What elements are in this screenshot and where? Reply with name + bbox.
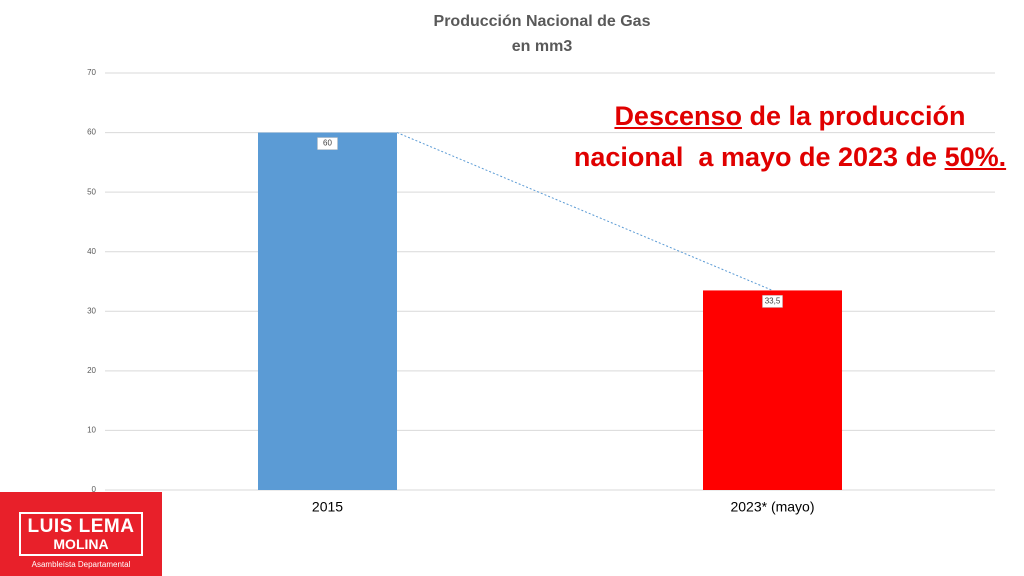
logo-name: LUIS LEMA [27, 516, 135, 537]
logo-name: MOLINA [53, 536, 109, 552]
value-label: 60 [323, 139, 332, 148]
y-tick-label: 20 [87, 366, 96, 375]
y-tick-label: 60 [87, 128, 96, 137]
annotation-text: 50%. [944, 142, 1007, 172]
value-label: 33,5 [765, 297, 781, 306]
y-tick-label: 30 [87, 306, 96, 315]
bar [703, 290, 842, 490]
logo-role: Asambleísta Departamental [31, 560, 131, 569]
x-tick-label: 2023* (mayo) [730, 499, 814, 515]
y-tick-label: 0 [92, 485, 97, 494]
logo-box: LUIS LEMA MOLINA [19, 512, 143, 556]
value-label-box [762, 295, 783, 308]
logo: LUIS LEMA MOLINA Asambleísta Departament… [0, 492, 162, 576]
y-tick-label: 40 [87, 247, 96, 256]
annotation-text: Descenso [614, 101, 743, 131]
x-tick-label: 2015 [312, 499, 343, 515]
y-tick-label: 50 [87, 187, 96, 196]
annotation: Descenso de la producción nacional a may… [560, 96, 1020, 178]
y-tick-label: 10 [87, 426, 96, 435]
annotation-text: nacional a mayo de 2023 de [573, 142, 945, 172]
bar [258, 132, 397, 491]
annotation-text: de la producción [742, 101, 966, 131]
value-label-box [317, 137, 338, 150]
y-tick-label: 70 [87, 68, 96, 77]
chart-title: Producción Nacional de Gas [434, 13, 651, 30]
chart-subtitle: en mm3 [512, 38, 573, 55]
